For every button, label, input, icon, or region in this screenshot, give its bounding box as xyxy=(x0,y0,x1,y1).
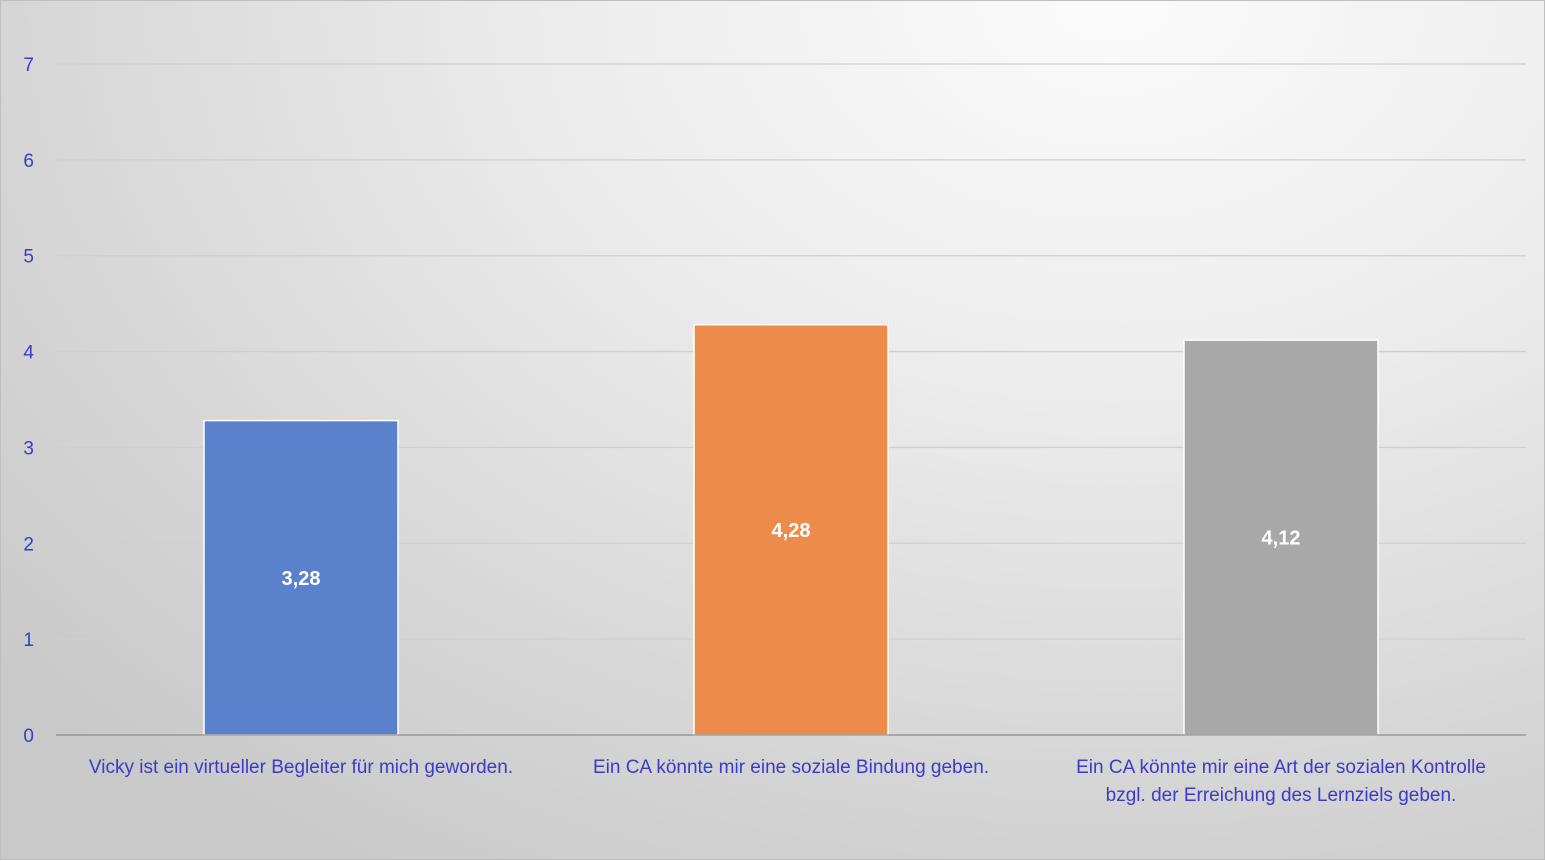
y-tick-label: 5 xyxy=(23,247,34,268)
x-category-label: bzgl. der Erreichung des Lernziels geben… xyxy=(1106,785,1457,806)
x-category-label: Ein CA könnte mir eine soziale Bindung g… xyxy=(593,757,989,778)
y-tick-label: 3 xyxy=(23,438,34,459)
y-tick-label: 7 xyxy=(23,55,34,76)
x-category-label: Vicky ist ein virtueller Begleiter für m… xyxy=(89,757,513,778)
data-label: 3,28 xyxy=(282,568,321,590)
x-category-label: Ein CA könnte mir eine Art der sozialen … xyxy=(1076,757,1486,778)
y-tick-label: 4 xyxy=(23,343,34,364)
y-tick-label: 0 xyxy=(23,726,34,747)
bar xyxy=(693,323,889,736)
data-label: 4,28 xyxy=(772,520,811,542)
data-label: 4,12 xyxy=(1262,528,1301,550)
bar xyxy=(1183,339,1379,736)
y-tick-label: 2 xyxy=(23,534,34,555)
y-tick-label: 1 xyxy=(23,630,34,651)
y-tick-label: 6 xyxy=(23,151,34,172)
